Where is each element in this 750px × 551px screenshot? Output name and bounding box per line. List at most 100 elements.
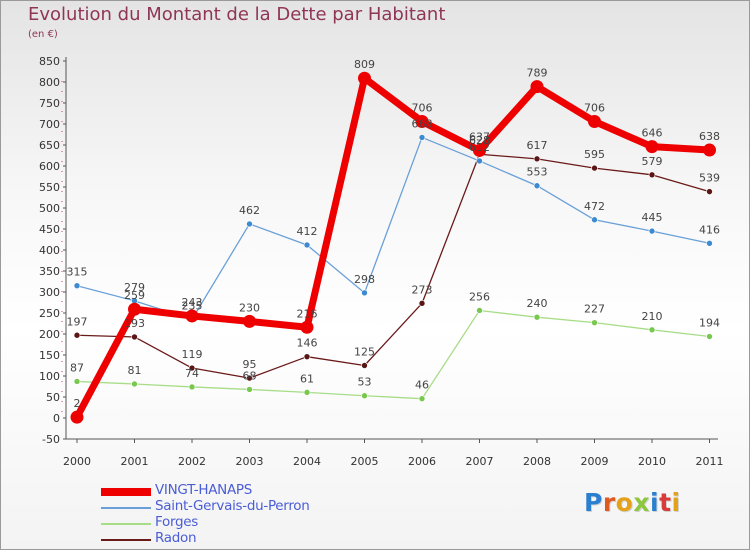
data-point [73,331,81,339]
x-tick-label: 2004 [293,455,321,468]
data-point [73,282,81,290]
data-point [73,378,81,385]
data-label: 472 [584,200,605,213]
data-point [243,314,256,328]
data-point [648,171,656,179]
y-unit-label: (en €) [28,29,58,40]
x-tick-label: 2009 [581,455,609,468]
legend: VINGT-HANAPS Saint-Gervais-du-Perron For… [101,482,361,548]
logo-letter: t [659,488,672,517]
data-point [361,362,368,369]
y-tick-label: 450 [39,223,60,236]
data-point [706,239,713,247]
logo-letter: o [615,488,634,517]
data-label: 235 [182,299,203,312]
data-point [128,302,141,316]
data-label: 638 [699,130,720,143]
data-point [418,134,426,141]
data-label: 53 [358,376,372,389]
x-tick-label: 2002 [178,455,206,468]
logo-letter: P [584,488,603,517]
series-line [76,136,711,320]
series-line [76,153,711,379]
data-point [188,364,196,372]
legend-label: Radon [155,530,197,546]
y-tick-label: 850 [39,55,60,68]
y-tick-label: 150 [39,349,60,362]
legend-label: Saint-Gervais-du-Perron [155,498,310,514]
x-tick-label: 2011 [696,455,724,468]
legend-swatch [101,539,151,541]
legend-swatch [101,523,151,525]
series-line [76,309,711,400]
logo-letter: x [633,488,650,517]
legend-item: Forges [101,514,361,532]
data-label: 256 [469,290,490,303]
legend-label: Forges [155,514,198,530]
data-label: 119 [182,348,203,361]
data-label: 146 [297,337,318,350]
data-point [185,309,199,323]
data-label: 279 [124,281,145,294]
data-label: 230 [239,301,260,314]
data-point [303,389,311,396]
data-label: 194 [699,317,720,330]
y-tick-label: 400 [39,244,60,257]
logo-letter: i [671,488,681,517]
data-label: 273 [412,283,433,296]
data-point [418,395,426,402]
data-point [645,140,659,154]
data-label: 193 [124,317,145,330]
data-point [476,157,483,165]
data-label: 412 [297,225,318,238]
data-point [591,164,598,172]
data-label: 2 [74,397,81,410]
data-label: 68 [243,369,257,382]
legend-label: VINGT-HANAPS [155,482,253,498]
data-label: 197 [67,315,88,328]
data-point [706,188,713,195]
data-label: 87 [70,361,84,374]
x-tick-label: 2003 [236,455,264,468]
y-tick-label: -50 [42,433,60,446]
data-label: 612 [469,141,490,154]
data-label: 125 [354,346,375,359]
data-label: 539 [699,172,720,185]
y-tick-label: 650 [39,139,60,152]
data-point [476,307,483,314]
data-point [300,320,314,334]
y-tick-label: 50 [46,391,60,404]
x-tick-label: 2008 [523,455,551,468]
data-label: 646 [642,127,663,140]
legend-swatch [101,488,151,496]
data-point [591,216,598,224]
data-label: 259 [124,289,145,302]
legend-swatch [101,507,151,509]
data-label: 81 [128,364,142,377]
x-tick-label: 2006 [408,455,436,468]
series-line [73,74,713,421]
data-point [418,300,426,307]
data-point [706,333,713,340]
data-label: 216 [297,307,318,320]
data-label: 46 [415,379,429,392]
data-label: 445 [642,211,663,224]
data-label: 553 [527,166,548,179]
data-point [131,380,138,388]
data-point [246,220,253,228]
y-tick-label: 500 [39,202,60,215]
legend-item: VINGT-HANAPS [101,482,361,500]
y-tick-label: 200 [39,328,60,341]
x-tick-label: 2010 [638,455,666,468]
y-tick-label: 0 [53,412,60,425]
data-label: 706 [584,101,605,114]
data-point [188,383,196,391]
data-point [303,353,311,360]
data-label: 210 [642,310,663,323]
data-point [648,227,656,235]
y-tick-label: 800 [39,76,60,89]
data-label: 637 [469,130,490,143]
data-label: 240 [527,297,548,310]
